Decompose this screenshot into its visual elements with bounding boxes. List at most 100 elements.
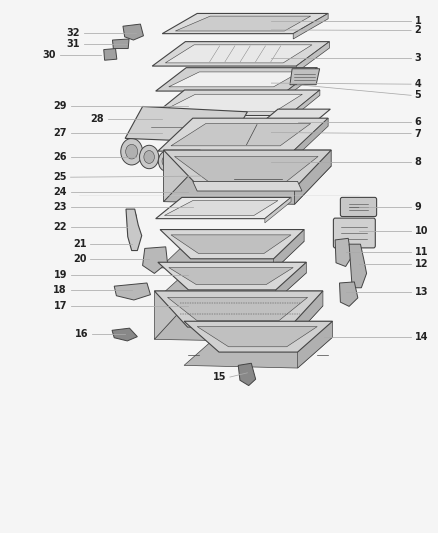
Text: 3: 3	[415, 53, 421, 63]
Polygon shape	[287, 68, 317, 96]
Polygon shape	[114, 283, 150, 300]
Polygon shape	[167, 297, 307, 321]
Text: 2: 2	[415, 26, 421, 36]
Circle shape	[204, 94, 215, 107]
Text: 21: 21	[73, 239, 87, 249]
Polygon shape	[171, 235, 291, 254]
Polygon shape	[169, 268, 293, 285]
Text: 20: 20	[73, 254, 87, 263]
Circle shape	[126, 144, 138, 159]
Polygon shape	[193, 181, 302, 191]
Circle shape	[169, 120, 177, 130]
Polygon shape	[276, 262, 306, 301]
Text: 31: 31	[67, 39, 80, 49]
Polygon shape	[171, 124, 311, 146]
Circle shape	[144, 150, 155, 164]
Polygon shape	[155, 197, 291, 219]
Circle shape	[152, 117, 159, 127]
Polygon shape	[154, 303, 323, 342]
Text: 8: 8	[415, 157, 421, 167]
Text: 25: 25	[53, 172, 67, 182]
FancyBboxPatch shape	[333, 218, 375, 248]
Text: 23: 23	[53, 202, 67, 212]
Circle shape	[236, 94, 247, 107]
Polygon shape	[154, 291, 323, 327]
Text: 17: 17	[53, 301, 67, 311]
Polygon shape	[247, 109, 330, 135]
FancyBboxPatch shape	[340, 197, 377, 216]
Polygon shape	[162, 13, 328, 34]
Polygon shape	[335, 238, 351, 266]
Polygon shape	[296, 42, 329, 72]
Polygon shape	[293, 118, 328, 159]
Polygon shape	[163, 164, 331, 204]
Polygon shape	[160, 230, 304, 259]
Text: 18: 18	[53, 285, 67, 295]
Polygon shape	[290, 291, 323, 342]
Polygon shape	[175, 16, 311, 31]
Circle shape	[140, 146, 159, 168]
Circle shape	[128, 212, 137, 222]
Text: 7: 7	[415, 128, 421, 139]
Polygon shape	[274, 230, 304, 270]
Polygon shape	[290, 69, 320, 85]
Text: 22: 22	[53, 222, 67, 232]
Polygon shape	[143, 247, 167, 273]
Circle shape	[204, 128, 212, 138]
Circle shape	[121, 139, 143, 165]
Text: 6: 6	[415, 117, 421, 127]
Polygon shape	[123, 24, 144, 40]
Polygon shape	[112, 328, 138, 341]
Polygon shape	[238, 364, 256, 385]
Polygon shape	[158, 270, 306, 301]
Text: 26: 26	[53, 152, 67, 162]
Polygon shape	[293, 13, 328, 39]
Text: 29: 29	[53, 101, 67, 111]
Text: 27: 27	[53, 127, 67, 138]
Text: 4: 4	[415, 79, 421, 89]
Text: 13: 13	[415, 287, 428, 297]
Polygon shape	[265, 197, 291, 223]
Polygon shape	[163, 150, 200, 201]
Text: 19: 19	[53, 270, 67, 280]
Text: 24: 24	[53, 187, 67, 197]
Text: 10: 10	[415, 227, 428, 237]
Polygon shape	[162, 94, 302, 111]
Polygon shape	[294, 150, 331, 204]
Polygon shape	[126, 209, 142, 251]
Polygon shape	[169, 72, 300, 87]
Polygon shape	[174, 157, 318, 182]
Polygon shape	[165, 45, 312, 63]
Text: 9: 9	[415, 202, 421, 212]
Polygon shape	[297, 321, 332, 368]
Polygon shape	[184, 321, 332, 352]
Polygon shape	[158, 118, 328, 151]
Polygon shape	[113, 39, 129, 49]
Polygon shape	[158, 262, 306, 290]
Polygon shape	[152, 42, 329, 66]
Text: 5: 5	[415, 90, 421, 100]
Polygon shape	[197, 327, 317, 347]
Polygon shape	[164, 200, 278, 215]
Text: 1: 1	[415, 16, 421, 26]
Polygon shape	[153, 90, 320, 116]
Polygon shape	[339, 282, 358, 306]
Polygon shape	[163, 150, 331, 188]
Polygon shape	[104, 49, 117, 60]
Text: 15: 15	[213, 372, 226, 382]
Text: 32: 32	[67, 28, 80, 38]
Polygon shape	[184, 335, 332, 368]
Polygon shape	[151, 114, 171, 123]
Text: 14: 14	[415, 332, 428, 342]
Circle shape	[158, 151, 175, 171]
Circle shape	[187, 125, 194, 135]
Text: 30: 30	[42, 50, 56, 60]
Text: 28: 28	[91, 114, 104, 124]
Polygon shape	[125, 107, 247, 143]
Text: 12: 12	[415, 260, 428, 269]
Text: 16: 16	[75, 329, 89, 339]
Polygon shape	[160, 239, 304, 270]
Circle shape	[162, 156, 171, 167]
Polygon shape	[349, 244, 367, 288]
Circle shape	[130, 285, 138, 296]
